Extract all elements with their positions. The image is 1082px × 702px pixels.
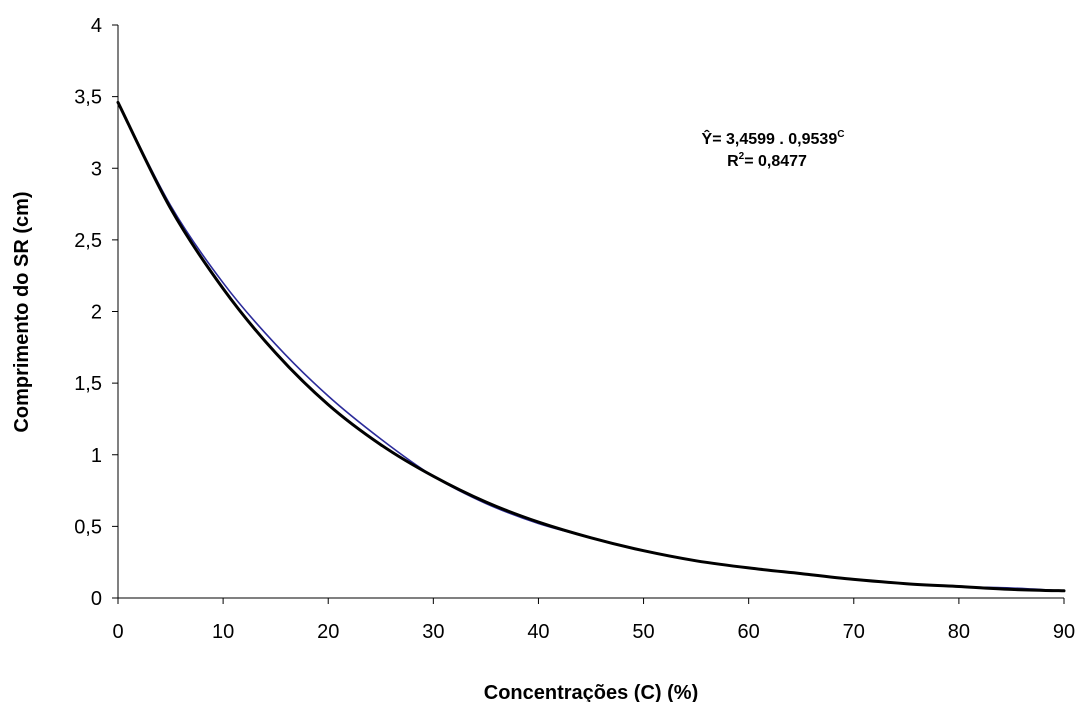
equation-main: Ŷ= 3,4599 . 0,9539 — [702, 129, 838, 148]
y-axis-title: Comprimento do SR (cm) — [11, 191, 33, 432]
y-tick-label: 1,5 — [74, 373, 102, 395]
x-axis-title: Concentrações (C) (%) — [484, 682, 698, 702]
x-tick-label: 0 — [112, 621, 123, 643]
fitted-curve-line — [116, 100, 1066, 593]
y-tick-label: 3,5 — [74, 87, 102, 109]
x-tick-label: 50 — [632, 621, 654, 643]
series-layer — [116, 100, 1066, 593]
y-tick-label: 2,5 — [74, 230, 102, 252]
equation-exponent: C — [837, 129, 844, 140]
x-tick-label: 40 — [527, 621, 549, 643]
axes — [117, 25, 1064, 599]
equation-text: Ŷ= 3,4599 . 0,9539C — [702, 129, 845, 148]
y-tick-label: 0,5 — [74, 516, 102, 538]
x-tick-label: 80 — [948, 621, 970, 643]
x-tick-label: 20 — [317, 621, 339, 643]
ticks: 00,511,522,533,540 10 20 30 40 50 60 70 80 90 — [74, 15, 1075, 643]
y-tick-label: 1 — [91, 445, 102, 467]
y-tick-label: 0 — [91, 588, 102, 610]
equation-annotation: Ŷ= 3,4599 . 0,9539C R2= 0,8477 — [702, 129, 845, 170]
y-tick-label: 2 — [91, 302, 102, 324]
r-squared-value: = 0,8477 — [744, 153, 807, 170]
y-tick-label: 3 — [91, 158, 102, 180]
r-squared-exponent: 2 — [739, 151, 745, 162]
x-tick-label: 30 — [422, 621, 444, 643]
x-tick-label: 70 — [843, 621, 865, 643]
x-tick-label: 60 — [738, 621, 760, 643]
x-tick-label: 10 — [212, 621, 234, 643]
r-squared-text: R2= 0,8477 — [727, 151, 807, 170]
observed-series-line — [117, 101, 1065, 592]
y-tick-label: 4 — [91, 15, 102, 37]
r-squared-prefix: R — [727, 153, 739, 170]
x-tick-label: 90 — [1053, 621, 1075, 643]
